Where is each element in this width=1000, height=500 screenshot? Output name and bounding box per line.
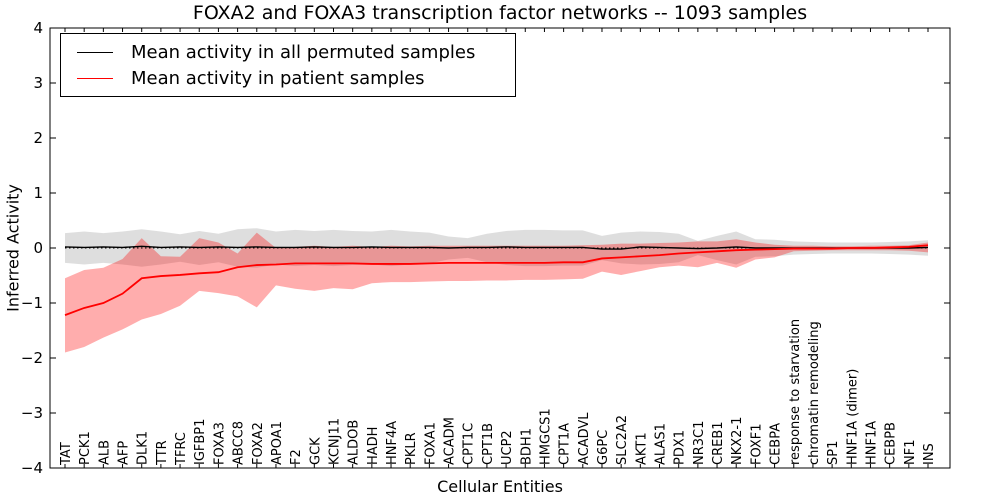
- x-axis-label: Cellular Entities: [437, 477, 563, 496]
- x-tick-label: F2: [289, 449, 304, 465]
- x-tick-label: HMGCS1: [538, 408, 553, 465]
- x-tick-label: AKT1: [634, 432, 649, 465]
- legend-item-permuted: Mean activity in all permuted samples: [73, 39, 503, 65]
- x-tick-label: DLK1: [136, 431, 151, 465]
- x-tick-label: ALDOB: [347, 420, 362, 465]
- y-tick-label: −4: [21, 459, 43, 477]
- x-tick-label: HNF1A: [864, 421, 879, 465]
- x-tick-label: FOXA2: [251, 422, 266, 465]
- chart-title: FOXA2 and FOXA3 transcription factor net…: [192, 2, 808, 24]
- x-tick-label: G6PC: [596, 430, 611, 465]
- legend: Mean activity in all permuted samples Me…: [60, 33, 516, 97]
- x-tick-label: ACADVL: [577, 412, 592, 465]
- x-tick-label: ACADM: [443, 417, 458, 465]
- x-tick-label: CEBPB: [884, 422, 899, 465]
- y-tick-label: 2: [33, 129, 43, 147]
- y-tick-label: 3: [33, 74, 43, 92]
- x-tick-label: UCP2: [500, 430, 515, 465]
- y-axis-label: Inferred Activity: [3, 184, 23, 312]
- x-tick-label: CPT1B: [481, 423, 496, 465]
- y-tick-label: −1: [21, 294, 43, 312]
- x-tick-label: FOXA1: [423, 422, 438, 465]
- legend-label-patient: Mean activity in patient samples: [131, 67, 425, 89]
- x-tick-label: FOXF1: [749, 423, 764, 465]
- x-tick-label: TTR: [155, 440, 170, 466]
- x-tick-label: HNF1A (dimer): [845, 369, 860, 465]
- x-tick-label: NKX2-1: [730, 417, 745, 465]
- x-tick-label: AFP: [117, 441, 132, 465]
- x-tick-label: HNF4A: [385, 421, 400, 465]
- legend-label-permuted: Mean activity in all permuted samples: [131, 41, 476, 63]
- x-tick-label: ABCC8: [232, 421, 247, 465]
- x-tick-label: APOA1: [270, 421, 285, 465]
- x-tick-label: CPT1C: [462, 423, 477, 465]
- x-tick-label: SP1: [826, 441, 841, 465]
- permuted-band: [65, 228, 928, 268]
- x-tick-label: PDX1: [673, 430, 688, 465]
- patient-line-swatch: [77, 77, 113, 79]
- x-tick-label: CPT1A: [558, 423, 573, 465]
- x-tick-label: GCK: [308, 437, 323, 465]
- y-tick-label: −2: [21, 349, 43, 367]
- x-tick-label: IGFBP1: [193, 419, 208, 465]
- legend-item-patient: Mean activity in patient samples: [73, 65, 503, 91]
- y-tick-label: −3: [21, 404, 43, 422]
- x-tick-label: ALAS1: [654, 423, 669, 465]
- patient-band: [65, 232, 928, 353]
- x-tick-label: HADH: [366, 427, 381, 465]
- x-tick-label: ALB: [97, 440, 112, 465]
- x-tick-label: FOXA3: [212, 422, 227, 465]
- x-tick-label: CEBPA: [769, 423, 784, 465]
- x-tick-label: SLC2A2: [615, 415, 630, 465]
- x-tick-label: INS: [922, 443, 937, 465]
- y-tick-label: 0: [33, 239, 43, 257]
- x-tick-label: response to starvation: [788, 319, 803, 465]
- x-tick-label: NR3C1: [692, 421, 707, 465]
- x-tick-label: KCNJ11: [327, 418, 342, 465]
- x-tick-label: NF1: [903, 440, 918, 465]
- x-tick-label: TFRC: [174, 432, 189, 466]
- x-tick-label: PKLR: [404, 432, 419, 465]
- patient-mean-line: [64, 244, 929, 316]
- y-tick-label: 4: [33, 19, 43, 37]
- x-tick-label: TAT: [59, 442, 74, 466]
- x-tick-label: CREB1: [711, 421, 726, 465]
- x-tick-label: chromatin remodeling: [807, 321, 822, 465]
- permuted-line-swatch: [77, 51, 113, 53]
- x-tick-label: PCK1: [78, 431, 93, 465]
- y-tick-label: 1: [33, 184, 43, 202]
- x-tick-label: BDH1: [519, 428, 534, 465]
